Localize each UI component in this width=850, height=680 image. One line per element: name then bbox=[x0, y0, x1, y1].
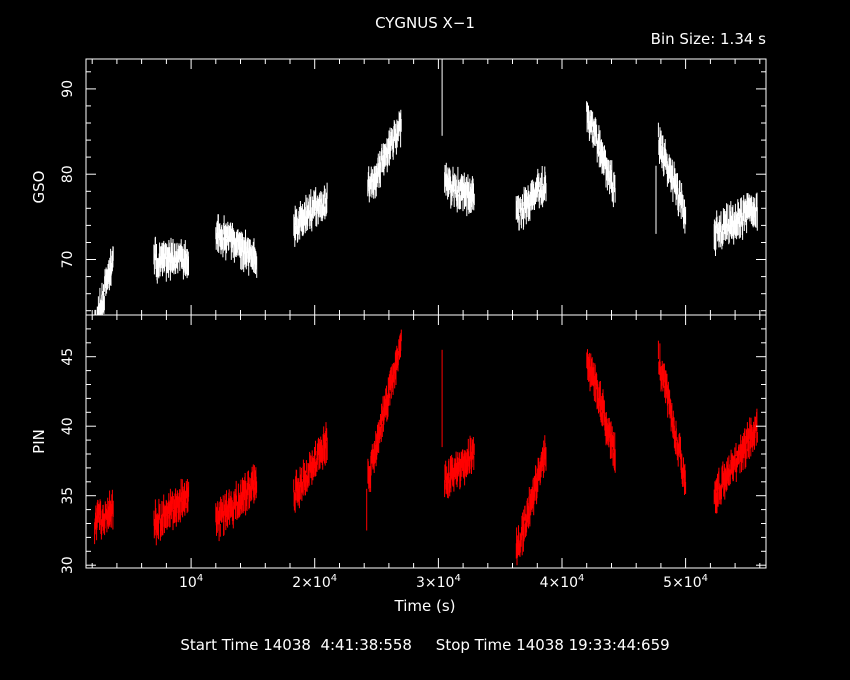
time-range-footer: Start Time 14038 4:41:38:558 Stop Time 1… bbox=[180, 636, 670, 654]
data-points-pin bbox=[94, 329, 758, 566]
x-tick-label: 104 bbox=[179, 573, 203, 591]
data-points-gso bbox=[94, 59, 758, 315]
panel-frame-pin bbox=[85, 314, 767, 569]
x-tick-label: 2×104 bbox=[292, 573, 337, 591]
y-tick-label: 70 bbox=[60, 251, 76, 269]
y-axis-label-gso: GSO bbox=[30, 171, 48, 204]
y-tick-label: 40 bbox=[60, 417, 76, 435]
chart-title: CYGNUS X−1 bbox=[375, 14, 475, 32]
x-axis-label: Time (s) bbox=[394, 597, 456, 615]
y-axis-label-pin: PIN bbox=[30, 429, 48, 454]
x-tick-label: 3×104 bbox=[416, 573, 461, 591]
y-tick-label: 45 bbox=[60, 348, 76, 366]
y-tick-label: 90 bbox=[60, 80, 76, 98]
bin-size-label: Bin Size: 1.34 s bbox=[650, 30, 766, 48]
y-tick-label: 30 bbox=[60, 556, 76, 574]
panel-frame-gso bbox=[85, 58, 767, 316]
y-tick-label: 35 bbox=[60, 487, 76, 505]
y-tick-label: 80 bbox=[60, 165, 76, 183]
x-tick-label: 4×104 bbox=[540, 573, 585, 591]
x-tick-label: 5×104 bbox=[663, 573, 708, 591]
